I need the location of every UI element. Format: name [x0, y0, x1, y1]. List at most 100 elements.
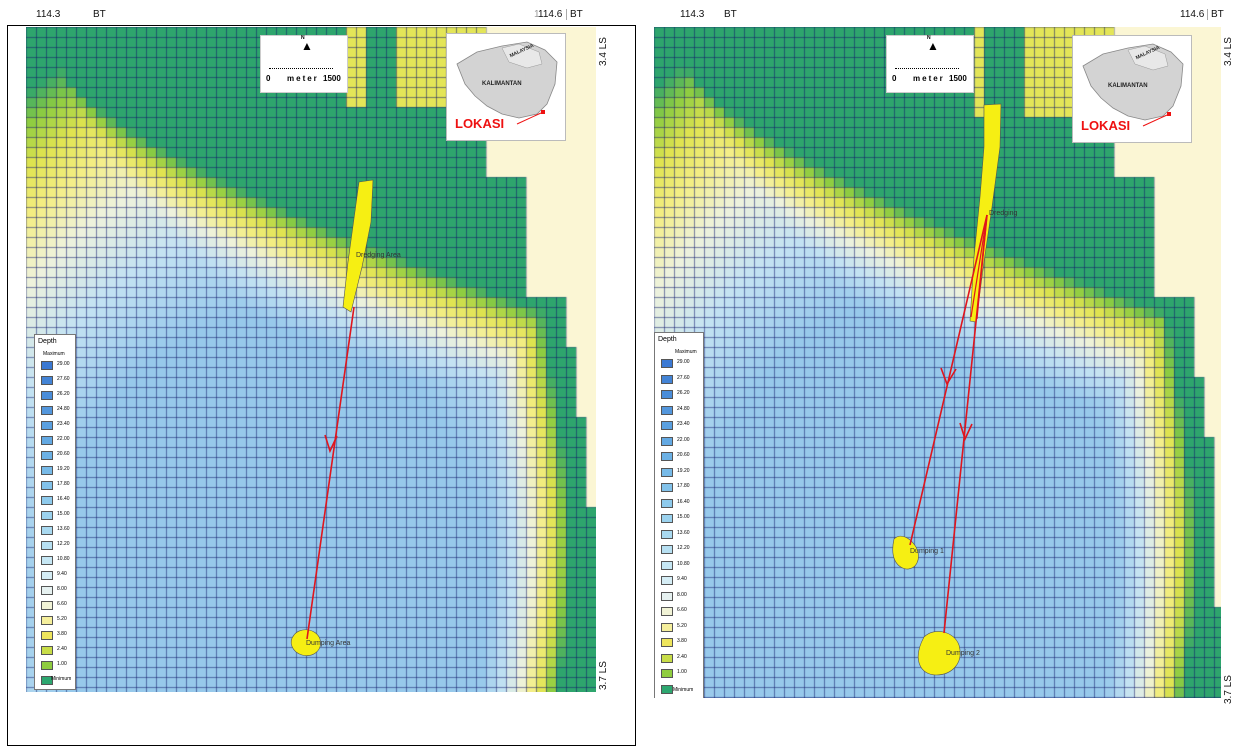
legend-minimum: Minimum: [673, 687, 694, 693]
label-dumping-2: Dumping 2: [946, 650, 980, 657]
legend-swatch: [661, 622, 673, 632]
legend-swatch: [661, 359, 673, 368]
label-dredging: Dredging: [989, 210, 1018, 217]
legend-swatch: [41, 406, 53, 415]
legend-title: Depth: [38, 338, 57, 345]
legend-minimum: Minimum: [51, 676, 72, 682]
legend-value: 13.60: [677, 529, 690, 536]
legend-swatch: [661, 405, 673, 415]
legend-swatch: [41, 451, 53, 460]
legend-value: 26.20: [677, 390, 690, 396]
legend-value: 20.60: [57, 451, 70, 457]
route-overlay: Dredging Area Dumping Area: [290, 179, 401, 656]
label-dredging-area: Dredging Area: [356, 252, 401, 259]
legend-swatch: [661, 669, 673, 678]
north-label: N: [927, 35, 931, 41]
north-label: N: [301, 35, 305, 41]
legend-swatch: [41, 496, 53, 505]
depth-legend: Depth Maximum 29.00 27.60 26.20 24.80 23.40 2…: [654, 332, 704, 698]
legend-value: 29.00: [57, 361, 70, 367]
coord-top-right-unit: BT: [1207, 9, 1224, 20]
coord-right-bottom: 3.7 LS: [1223, 675, 1234, 704]
scale-zero: 0: [892, 74, 897, 83]
legend-swatch: [41, 391, 53, 400]
coord-right-top: 3.4 LS: [1223, 37, 1234, 66]
legend-swatch: [661, 390, 673, 399]
legend-swatch: [661, 514, 673, 523]
north-arrow-icon: ▲: [927, 39, 939, 53]
coord-top-right-unit: BT: [566, 9, 583, 20]
coord-top-left-unit: BT: [724, 9, 737, 20]
legend-swatch: [661, 607, 673, 616]
legend-swatch: [661, 452, 673, 461]
legend-swatch: [41, 376, 53, 385]
legend-value: 9.40: [57, 571, 67, 577]
route-overlay: Dredging Dumping 1 Dumping 2: [892, 103, 1018, 676]
location-inset-map: MALAYSIA KALIMANTAN LOKASI: [446, 33, 566, 141]
legend-value: 6.60: [677, 607, 687, 613]
legend-value: 22.00: [677, 436, 690, 443]
legend-swatch: [661, 591, 673, 601]
legend-title: Depth: [658, 336, 677, 343]
legend-swatch: [41, 571, 53, 580]
depth-legend: Depth Maximum 29.00 27.60 26.20 24.80 23.40 2…: [34, 334, 76, 690]
legend-value: 20.60: [677, 452, 690, 458]
scale-max: 1500: [323, 74, 341, 83]
legend-swatch: [41, 481, 53, 490]
legend-swatch: [661, 638, 673, 647]
legend-value: 19.20: [677, 467, 690, 474]
dredging-area-polygon: [342, 179, 374, 313]
legend-swatch: [661, 684, 673, 694]
bathymetry-map: Dredging Dumping 1 Dumping 2 ▲ N 0 meter…: [654, 27, 1221, 698]
legend-value: 1.00: [677, 669, 687, 675]
coord-right-top: 3.4 LS: [598, 37, 609, 66]
legend-swatch: [41, 631, 53, 640]
legend-swatch: [41, 616, 53, 625]
legend-value: 15.00: [57, 511, 70, 517]
legend-value: 19.20: [57, 466, 70, 472]
coord-top-left: 114.3: [680, 9, 705, 20]
inset-location-label: LOKASI: [1081, 118, 1131, 133]
legend-swatch: [41, 361, 53, 370]
inset-region-label: KALIMANTAN: [1108, 83, 1148, 89]
label-dumping-area: Dumping Area: [306, 640, 350, 647]
legend-maximum: Maximum: [43, 351, 65, 357]
legend-value: 23.40: [677, 421, 690, 427]
dumping-area-1-polygon: [892, 535, 919, 570]
legend-value: 22.00: [57, 436, 70, 442]
legend-value: 5.20: [677, 622, 687, 629]
legend-swatch: [41, 586, 53, 595]
legend-swatch: [41, 661, 53, 670]
scale-line: [895, 68, 959, 69]
legend-value: 8.00: [57, 586, 67, 592]
legend-swatch: [41, 466, 53, 475]
scale-zero: 0: [266, 74, 271, 83]
legend-value: 12.20: [57, 541, 70, 547]
route-line-4: [976, 214, 988, 320]
legend-swatch: [661, 483, 673, 492]
legend-value: 27.60: [57, 376, 70, 382]
legend-value: 10.80: [677, 560, 690, 567]
legend-swatch: [41, 421, 53, 430]
legend-value: 24.80: [677, 405, 690, 412]
legend-swatch: [41, 541, 53, 550]
scale-bar: ▲ N 0 meter 1500: [886, 35, 974, 93]
route-line-3: [970, 214, 988, 318]
transport-route-line: [306, 306, 355, 640]
coord-top-left-unit: BT: [93, 9, 106, 20]
scale-unit: meter: [913, 74, 945, 83]
legend-swatch: [41, 676, 53, 685]
legend-swatch: [661, 576, 673, 585]
legend-value: 8.00: [677, 591, 687, 598]
legend-swatch: [661, 436, 673, 446]
legend-swatch: [661, 467, 673, 477]
legend-value: 12.20: [677, 545, 690, 551]
bathymetry-map: Dredging Area Dumping Area ▲ N 0 meter 1…: [26, 27, 596, 692]
scale-bar: ▲ N 0 meter 1500: [260, 35, 348, 93]
legend-value: 3.80: [677, 638, 687, 644]
scale-max: 1500: [949, 74, 967, 83]
legend-value: 16.40: [57, 496, 70, 502]
legend-value: 2.40: [57, 646, 67, 652]
route-arrow-2-icon: [959, 422, 973, 442]
label-dumping-1: Dumping 1: [910, 548, 944, 555]
